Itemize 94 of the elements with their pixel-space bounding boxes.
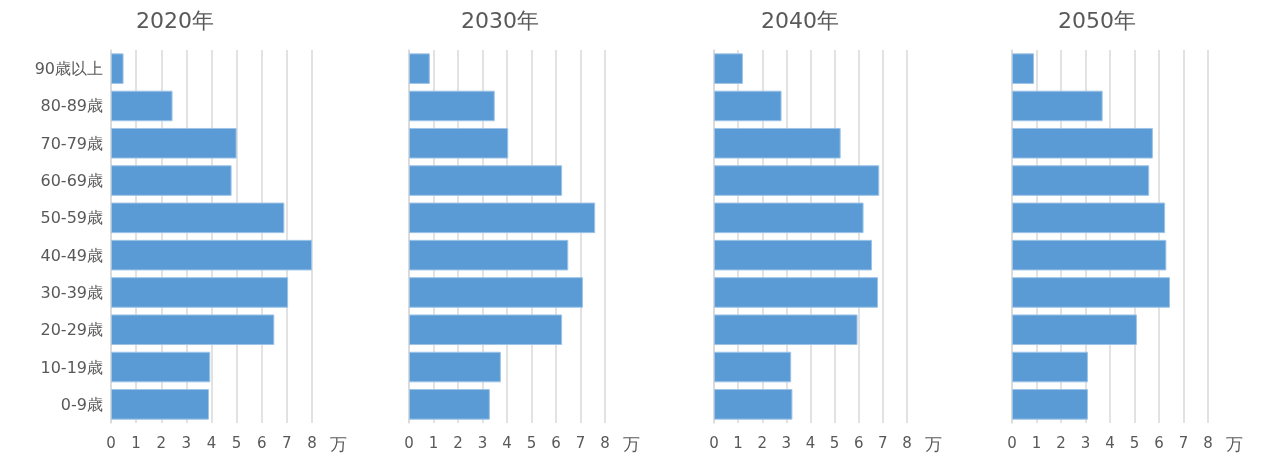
x-tick-label: 8 bbox=[600, 433, 610, 452]
bar bbox=[409, 239, 569, 271]
bar bbox=[409, 53, 430, 84]
bar bbox=[111, 389, 209, 420]
bar bbox=[714, 127, 841, 159]
x-tick-label: 6 bbox=[853, 433, 864, 452]
bar bbox=[409, 90, 495, 122]
bar bbox=[1012, 389, 1088, 420]
y-tick-label: 70-79歳 bbox=[40, 133, 103, 153]
bar bbox=[409, 127, 509, 159]
y-tick-label: 60-69歳 bbox=[40, 171, 103, 191]
y-tick-label: 30-39歳 bbox=[40, 282, 103, 302]
y-tick-label: 10-19歳 bbox=[40, 357, 103, 377]
bar bbox=[1012, 351, 1088, 383]
bar bbox=[714, 239, 873, 271]
x-tick-label: 4 bbox=[502, 433, 512, 452]
x-tick-label: 4 bbox=[206, 433, 217, 452]
x-tick-label: 5 bbox=[1129, 433, 1140, 452]
y-tick-label: 20-29歳 bbox=[40, 320, 103, 340]
x-tick-label: 3 bbox=[477, 433, 488, 452]
chart-title: 2030年 bbox=[461, 7, 539, 33]
x-tick-label: 1 bbox=[1031, 433, 1042, 452]
x-tick-label: 6 bbox=[1154, 433, 1164, 452]
x-axis-title: 万 bbox=[1226, 433, 1243, 454]
bar bbox=[111, 351, 211, 383]
x-tick-label: 8 bbox=[307, 433, 317, 452]
x-tick-label: 1 bbox=[131, 433, 141, 452]
bar bbox=[1012, 202, 1166, 234]
x-tick-label: 0 bbox=[106, 433, 116, 452]
bar bbox=[1012, 314, 1137, 346]
x-tick-label: 7 bbox=[878, 433, 888, 452]
y-tick-label: 40-49歳 bbox=[40, 245, 103, 265]
x-tick-label: 3 bbox=[781, 433, 792, 452]
x-tick-label: 1 bbox=[428, 433, 439, 452]
y-tick-label: 80-89歳 bbox=[40, 96, 103, 116]
bar bbox=[409, 389, 490, 420]
chart-title: 2020年 bbox=[136, 7, 214, 33]
x-tick-label: 6 bbox=[551, 433, 561, 452]
bar bbox=[111, 53, 124, 84]
bar bbox=[1012, 165, 1150, 196]
x-tick-label: 8 bbox=[1203, 433, 1213, 452]
x-tick-label: 5 bbox=[526, 433, 537, 452]
x-tick-label: 6 bbox=[256, 433, 267, 452]
bar bbox=[1012, 53, 1035, 84]
bar bbox=[714, 277, 879, 308]
bar bbox=[111, 277, 289, 308]
x-axis-title: 万 bbox=[623, 433, 640, 454]
x-tick-label: 3 bbox=[1080, 433, 1091, 452]
bar bbox=[714, 165, 880, 196]
bar bbox=[111, 127, 237, 159]
chart-title: 2040年 bbox=[761, 7, 839, 33]
x-tick-label: 7 bbox=[575, 433, 586, 452]
x-tick-label: 1 bbox=[733, 433, 743, 452]
bar bbox=[111, 239, 312, 271]
bar bbox=[111, 314, 275, 346]
x-tick-label: 7 bbox=[282, 433, 292, 452]
bar bbox=[714, 90, 782, 122]
bar bbox=[409, 202, 596, 234]
x-tick-label: 7 bbox=[1178, 433, 1189, 452]
bar bbox=[714, 351, 792, 383]
bar bbox=[714, 389, 793, 420]
x-tick-label: 4 bbox=[805, 433, 816, 452]
bar bbox=[1012, 90, 1103, 122]
bar bbox=[714, 202, 864, 234]
bar bbox=[1012, 239, 1167, 271]
x-tick-label: 4 bbox=[1105, 433, 1115, 452]
bar bbox=[1012, 127, 1153, 159]
bar bbox=[714, 53, 743, 84]
x-tick-label: 2 bbox=[156, 433, 167, 452]
x-tick-label: 2 bbox=[757, 433, 768, 452]
bar bbox=[409, 277, 583, 308]
x-tick-label: 0 bbox=[404, 433, 414, 452]
x-tick-label: 3 bbox=[181, 433, 192, 452]
x-tick-label: 2 bbox=[453, 433, 463, 452]
bar bbox=[409, 165, 563, 196]
x-axis-title: 万 bbox=[330, 433, 347, 454]
bar bbox=[409, 351, 501, 383]
bar bbox=[111, 90, 173, 122]
bar bbox=[111, 165, 232, 196]
x-tick-label: 8 bbox=[902, 433, 912, 452]
x-tick-label: 5 bbox=[829, 433, 840, 452]
x-tick-label: 0 bbox=[1007, 433, 1017, 452]
y-tick-label: 50-59歳 bbox=[40, 208, 103, 228]
x-axis-title: 万 bbox=[925, 433, 942, 454]
bar bbox=[409, 314, 563, 346]
y-tick-label: 90歳以上 bbox=[34, 59, 103, 79]
x-tick-label: 0 bbox=[709, 433, 719, 452]
chart-title: 2050年 bbox=[1058, 7, 1136, 33]
x-tick-label: 5 bbox=[231, 433, 242, 452]
y-tick-label: 0-9歳 bbox=[60, 394, 103, 414]
x-tick-label: 2 bbox=[1056, 433, 1066, 452]
bar bbox=[111, 202, 285, 234]
bar bbox=[1012, 277, 1171, 308]
bar bbox=[714, 314, 858, 346]
